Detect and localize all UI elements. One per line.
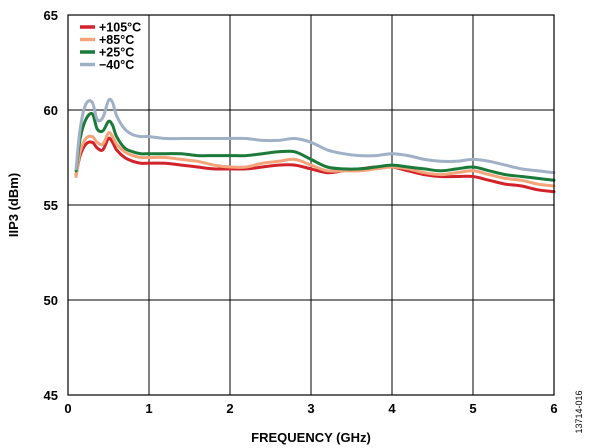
series-line-3 xyxy=(74,97,556,175)
x-tick-label: 4 xyxy=(388,401,396,416)
x-tick-label: 6 xyxy=(550,401,557,416)
series-line-1 xyxy=(74,131,556,188)
series-layer xyxy=(74,97,556,194)
y-axis-label: IIP3 (dBm) xyxy=(6,173,21,237)
legend-label: +85°C xyxy=(99,33,134,47)
grid xyxy=(68,15,554,395)
y-tick-label: 60 xyxy=(44,103,58,118)
x-tick-label: 3 xyxy=(307,401,314,416)
legend-label: −40°C xyxy=(99,58,134,72)
x-tick-label: 5 xyxy=(469,401,476,416)
series-line-2 xyxy=(74,111,556,182)
y-tick-labels: 45 50 55 60 65 xyxy=(44,8,58,403)
x-tick-label: 0 xyxy=(64,401,71,416)
y-tick-label: 50 xyxy=(44,293,58,308)
series-line-0 xyxy=(74,136,556,194)
legend: +105°C+85°C+25°C−40°C xyxy=(80,21,141,72)
plot-frame xyxy=(67,14,555,396)
legend-label: +25°C xyxy=(99,46,134,60)
x-tick-label: 1 xyxy=(145,401,152,416)
y-tick-label: 55 xyxy=(44,198,58,213)
x-tick-label: 2 xyxy=(226,401,233,416)
y-tick-label: 65 xyxy=(44,8,58,23)
legend-label: +105°C xyxy=(99,21,141,35)
x-axis-label: FREQUENCY (GHz) xyxy=(251,430,371,445)
x-tick-labels: 0 1 2 3 4 5 6 xyxy=(64,401,557,416)
figure-id: 13714-016 xyxy=(574,390,584,433)
y-tick-label: 45 xyxy=(44,388,58,403)
